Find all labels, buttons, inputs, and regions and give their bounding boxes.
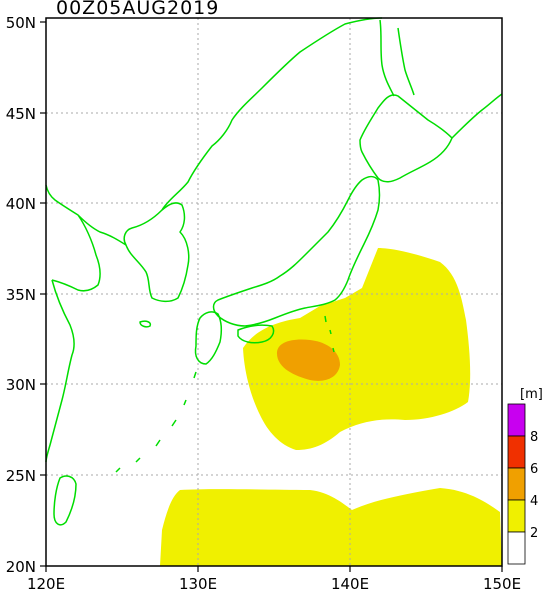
lon-tick-label: 140E xyxy=(331,575,369,593)
lat-tick-label: 40N xyxy=(6,195,36,213)
legend-swatch-yellow xyxy=(507,499,526,533)
lat-tick-label: 25N xyxy=(6,467,36,485)
wave-region-2m-north xyxy=(243,248,471,450)
lat-tick-label: 35N xyxy=(6,286,36,304)
lon-tick-label: 130E xyxy=(179,575,217,593)
map-frame xyxy=(45,17,503,567)
coast-kyushu xyxy=(194,311,223,365)
legend-level-label: 6 xyxy=(530,462,538,477)
coast-kurils xyxy=(451,93,503,139)
lat-tick-label: 45N xyxy=(6,105,36,123)
legend-swatch-orange xyxy=(507,467,526,501)
coast-shikoku xyxy=(237,324,275,344)
lat-tick-label: 50N xyxy=(6,14,36,32)
coast-taiwan xyxy=(53,475,77,526)
coast-mainland-west xyxy=(45,184,127,292)
coast-ryukyu xyxy=(115,371,197,473)
coast-mainland-north xyxy=(161,17,383,211)
wave-region-2m-south xyxy=(160,488,502,566)
lat-tick-labels: 20N 25N 30N 35N 40N 45N 50N xyxy=(6,14,36,576)
legend-unit: [m] xyxy=(520,387,543,402)
coast-jeju xyxy=(139,320,152,328)
coast-honshu xyxy=(212,175,381,327)
coast-hokkaido xyxy=(359,94,453,183)
lat-tick-label: 30N xyxy=(6,376,36,394)
coastlines xyxy=(45,17,503,526)
lon-tick-label: 150E xyxy=(483,575,521,593)
wave-height-fill xyxy=(160,248,502,566)
coast-korea xyxy=(123,202,190,303)
color-legend: [m] 8 6 4 2 xyxy=(507,387,543,565)
legend-swatch-red xyxy=(507,435,526,469)
tick-marks xyxy=(40,21,503,572)
lat-tick-label: 20N xyxy=(6,558,36,576)
legend-level-label: 8 xyxy=(530,430,538,445)
coast-china-east xyxy=(45,279,75,463)
coast-sakhalin xyxy=(379,19,415,97)
legend-level-label: 4 xyxy=(530,494,538,509)
coast-izu xyxy=(324,315,335,353)
wave-region-4m xyxy=(276,339,340,381)
legend-swatch-white xyxy=(507,531,526,565)
map-title: 00Z05AUG2019 xyxy=(56,0,220,19)
lon-tick-label: 120E xyxy=(27,575,65,593)
legend-swatch-purple xyxy=(507,403,526,437)
legend-level-label: 2 xyxy=(530,526,538,541)
gridlines xyxy=(46,18,502,566)
lon-tick-labels: 120E 130E 140E 150E xyxy=(27,575,521,593)
